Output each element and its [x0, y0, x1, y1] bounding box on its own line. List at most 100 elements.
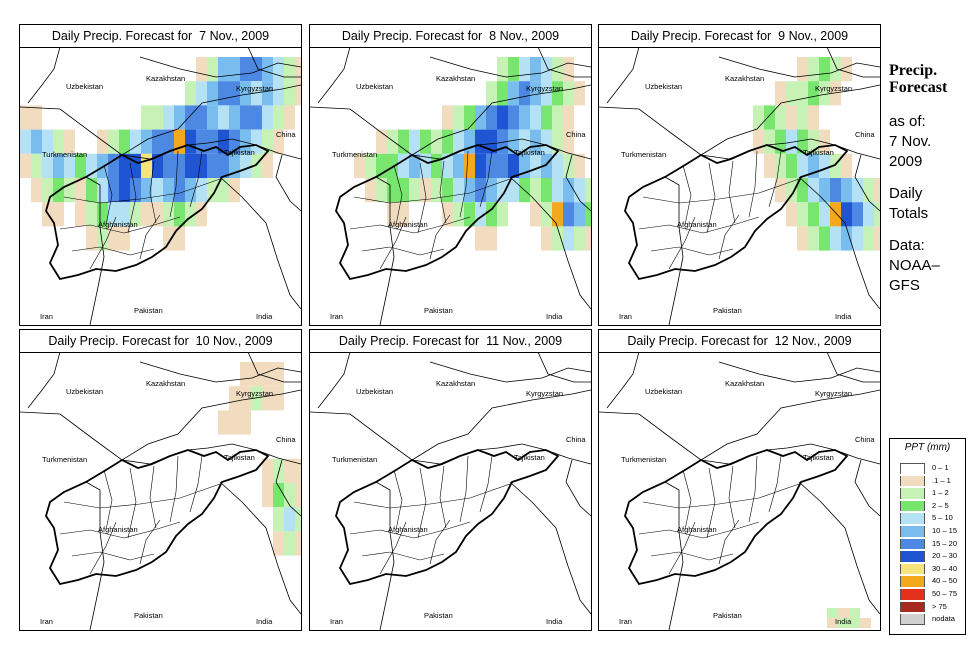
precip-cell [797, 226, 808, 251]
precip-map: Uzbekistan Kazakhstan Kyrgyzstan Turkmenist… [310, 47, 591, 325]
precip-cell [240, 153, 251, 178]
precip-cell [284, 507, 295, 532]
precip-cell [141, 129, 152, 154]
precip-cell [541, 226, 552, 251]
country-label: China [276, 435, 296, 444]
precip-cell [519, 129, 530, 154]
country-border [310, 106, 441, 160]
country-label: Pakistan [713, 611, 742, 620]
country-label: Tajikistan [224, 453, 255, 462]
country-label: Afghanistan [388, 525, 428, 534]
precip-cell [163, 153, 174, 178]
country-border [668, 561, 684, 630]
country-border [89, 256, 105, 325]
precip-cell [108, 226, 119, 251]
legend-swatch [900, 488, 925, 499]
precip-cell [141, 202, 152, 227]
country-label: Uzbekistan [356, 387, 393, 396]
legend-label: 30 – 40 [932, 563, 958, 573]
precip-cell [387, 178, 398, 203]
country-label: Turkmenistan [332, 150, 377, 159]
precip-cell [552, 202, 563, 227]
country-border [379, 561, 395, 630]
precip-map: Uzbekistan Kazakhstan Kyrgyzstan Turkmenist… [20, 352, 301, 630]
precip-cell [218, 105, 229, 130]
precip-cell [819, 57, 830, 82]
precip-cell [808, 226, 819, 251]
precip-cell [130, 178, 141, 203]
precip-cell [849, 608, 860, 618]
precip-cell [163, 178, 174, 203]
afghanistan-border [624, 449, 849, 586]
title-line: Forecast [889, 79, 948, 96]
precip-legend: PPT (mm) 0 – 1 .1 – 1 1 – 2 2 – 5 5 – 10 10 –… [889, 438, 966, 635]
province-border [417, 162, 427, 234]
country-border [664, 176, 684, 258]
precip-cell [508, 81, 519, 106]
precip-cell [486, 105, 497, 130]
precip-cell [841, 202, 852, 227]
precip-cell [163, 226, 174, 251]
country-label: India [256, 312, 273, 321]
province-border [89, 216, 117, 270]
as-of-label: as of: [889, 113, 926, 130]
precip-cell [196, 202, 207, 227]
precip-cell [475, 202, 486, 227]
forecast-panel-12nov: Daily Precip. Forecast for 12 Nov., 2009… [598, 329, 881, 631]
precip-cell [240, 386, 251, 411]
country-border [565, 459, 591, 517]
precip-cell [251, 386, 262, 411]
precip-cell [475, 105, 486, 130]
province-border [748, 150, 758, 218]
precip-cell [376, 178, 387, 203]
province-border [189, 150, 203, 208]
province-border [353, 178, 511, 204]
precip-cell [251, 153, 262, 178]
precip-cell [508, 105, 519, 130]
precip-cell [808, 129, 819, 154]
panel-title: Daily Precip. Forecast for 7 Nov., 2009 [20, 25, 301, 48]
precip-cell [849, 618, 860, 628]
province-border [429, 519, 451, 565]
forecast-panel-9nov: Daily Precip. Forecast for 9 Nov., 2009 … [598, 24, 881, 326]
precip-cell [229, 386, 240, 411]
province-border [682, 164, 692, 226]
country-label: Iran [330, 617, 343, 626]
country-border [317, 47, 351, 104]
precip-cell [284, 458, 295, 483]
precip-cell [563, 178, 574, 203]
legend-item: 50 – 75 [900, 589, 962, 600]
country-label: Uzbekistan [645, 82, 682, 91]
country-border [509, 481, 591, 615]
precip-cell [786, 105, 797, 130]
precip-cell [295, 458, 301, 483]
province-border [127, 467, 137, 539]
country-label: Kazakhstan [436, 74, 475, 83]
precip-cell [797, 81, 808, 106]
precip-cell [530, 178, 541, 203]
country-label: Tajikistan [224, 148, 255, 157]
precip-cell [409, 129, 420, 154]
precip-cell [431, 129, 442, 154]
precip-cell [464, 153, 475, 178]
precip-cell [874, 226, 880, 251]
legend-label: 0 – 1 [932, 463, 949, 472]
legend-swatch [900, 526, 925, 537]
precip-cell [464, 178, 475, 203]
country-border [379, 256, 395, 325]
precip-cell [541, 178, 552, 203]
precip-cell [284, 105, 295, 130]
country-label: Uzbekistan [66, 387, 103, 396]
country-border [89, 561, 105, 630]
precip-cell [229, 129, 240, 154]
country-border [20, 411, 151, 465]
precip-cell [240, 105, 251, 130]
precip-cell [284, 483, 295, 508]
precip-cell [284, 531, 295, 556]
precip-cell [141, 178, 152, 203]
precip-cell [574, 202, 585, 227]
precip-cell [863, 226, 874, 251]
country-label: Kyrgyzstan [815, 389, 852, 398]
precip-cell [163, 129, 174, 154]
country-border [139, 361, 301, 383]
